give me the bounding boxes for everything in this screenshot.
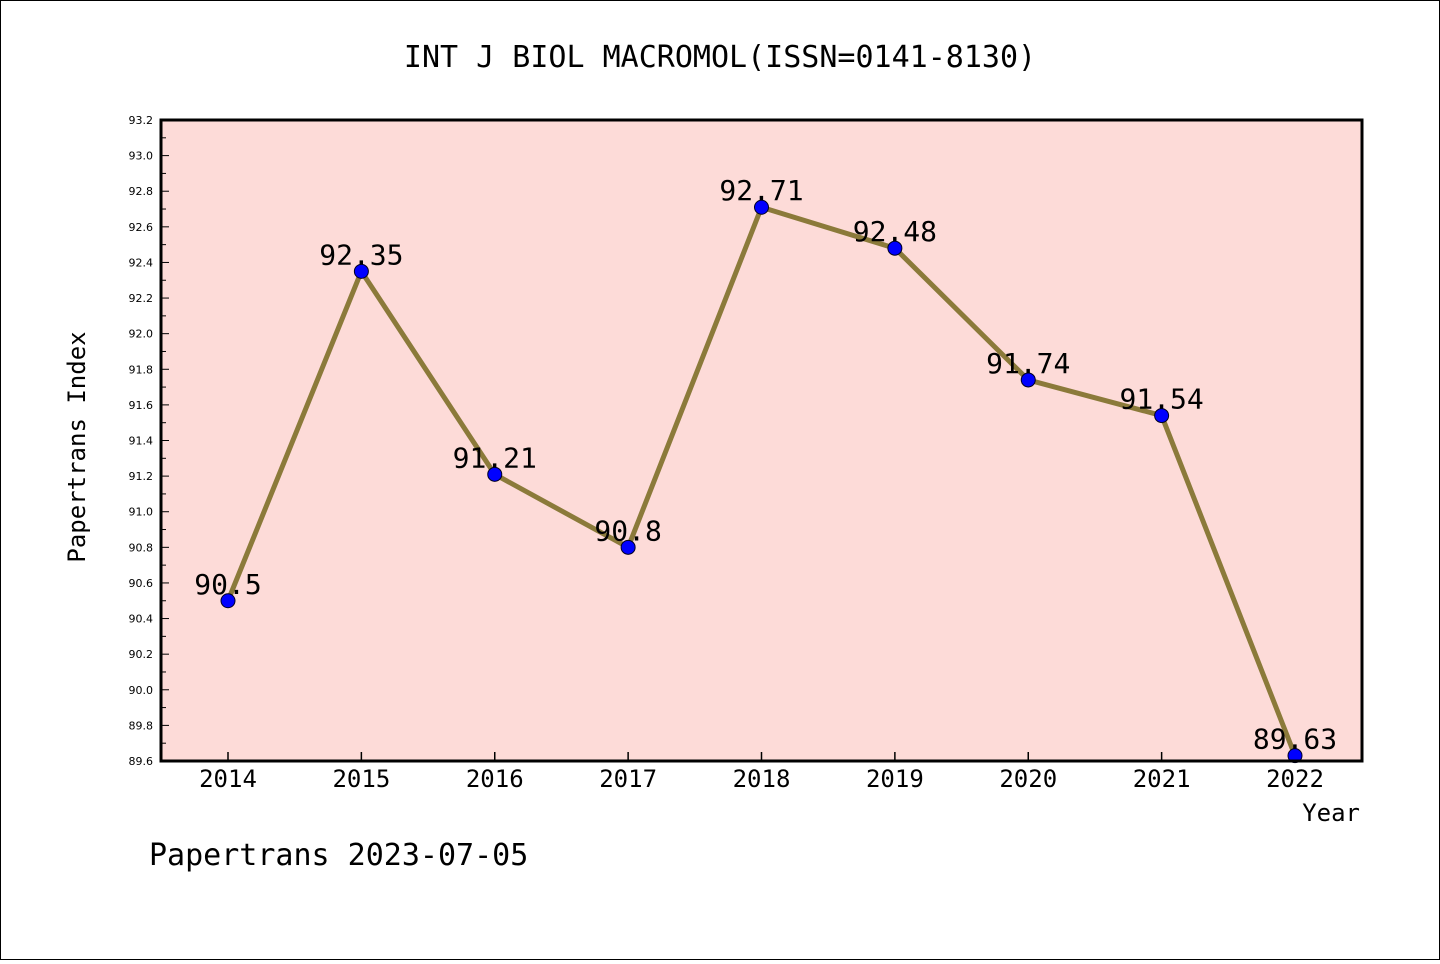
y-tick-label: 92.8 <box>129 185 154 198</box>
data-point <box>1287 748 1303 764</box>
data-point <box>487 466 503 482</box>
x-tick-label: 2019 <box>866 765 924 793</box>
y-tick-label: 93.2 <box>129 114 154 127</box>
plot-border <box>159 118 1364 763</box>
y-axis: 89.6 89.8 90.0 90.2 90.4 90.6 90.8 91.0 91.2 91.4… <box>129 114 169 768</box>
y-tick-label: 91.0 <box>129 506 154 519</box>
data-point <box>1154 408 1170 424</box>
x-tick-label: 2014 <box>199 765 257 793</box>
y-tick-label: 92.2 <box>129 292 154 305</box>
y-axis-title: Papertrans Index <box>63 331 91 562</box>
y-tick-label: 92.4 <box>129 256 154 269</box>
y-tick-label: 91.2 <box>129 470 154 483</box>
y-tick-label: 89.8 <box>129 719 154 732</box>
data-point <box>353 263 369 279</box>
plot-area <box>161 120 1362 761</box>
x-tick-label: 2017 <box>599 765 657 793</box>
data-label: 90.8 <box>594 514 661 547</box>
data-point <box>887 240 903 256</box>
data-point <box>220 593 236 609</box>
data-point <box>1020 372 1036 388</box>
data-point <box>754 199 769 215</box>
x-axis-title: Year <box>1302 799 1360 827</box>
chart-title: INT J BIOL MACROMOL(ISSN=0141-8130) <box>404 40 1036 75</box>
x-tick-label: 2020 <box>999 765 1057 793</box>
y-tick-label: 91.8 <box>129 363 154 376</box>
data-labels: 90.5 92.35 91.21 90.8 92.71 92.48 91.74 91.54 89… <box>194 174 1337 755</box>
y-tick-label: 89.6 <box>129 755 154 768</box>
y-tick-label: 90.8 <box>129 541 154 554</box>
data-point <box>620 539 636 555</box>
data-label: 92.71 <box>719 174 803 207</box>
data-label: 91.21 <box>453 441 537 474</box>
y-tick-label: 91.4 <box>129 435 154 448</box>
footer-text: Papertrans 2023-07-05 <box>149 838 528 873</box>
data-label: 92.48 <box>853 215 937 248</box>
x-tick-label: 2018 <box>733 765 791 793</box>
x-tick-label: 2022 <box>1266 765 1324 793</box>
series-line-group <box>220 199 1303 764</box>
x-tick-label: 2021 <box>1133 765 1191 793</box>
y-tick-label: 91.6 <box>129 399 154 412</box>
y-tick-label: 90.4 <box>129 613 154 626</box>
x-tick-label: 2016 <box>466 765 524 793</box>
y-tick-label: 90.0 <box>129 684 154 697</box>
data-label: 90.5 <box>194 568 261 601</box>
data-label: 91.74 <box>986 347 1070 380</box>
data-label: 89.63 <box>1253 723 1337 756</box>
data-label: 91.54 <box>1119 383 1203 416</box>
x-tick-label: 2015 <box>332 765 390 793</box>
data-label: 92.35 <box>319 238 403 271</box>
y-tick-label: 92.6 <box>129 221 154 234</box>
x-axis: 2014 2015 2016 2017 2018 2019 2020 2021 2022 <box>199 752 1324 793</box>
y-tick-label: 93.0 <box>129 150 154 163</box>
y-tick-label: 92.0 <box>129 328 154 341</box>
y-tick-label: 90.2 <box>129 648 154 661</box>
y-tick-label: 90.6 <box>129 577 154 590</box>
